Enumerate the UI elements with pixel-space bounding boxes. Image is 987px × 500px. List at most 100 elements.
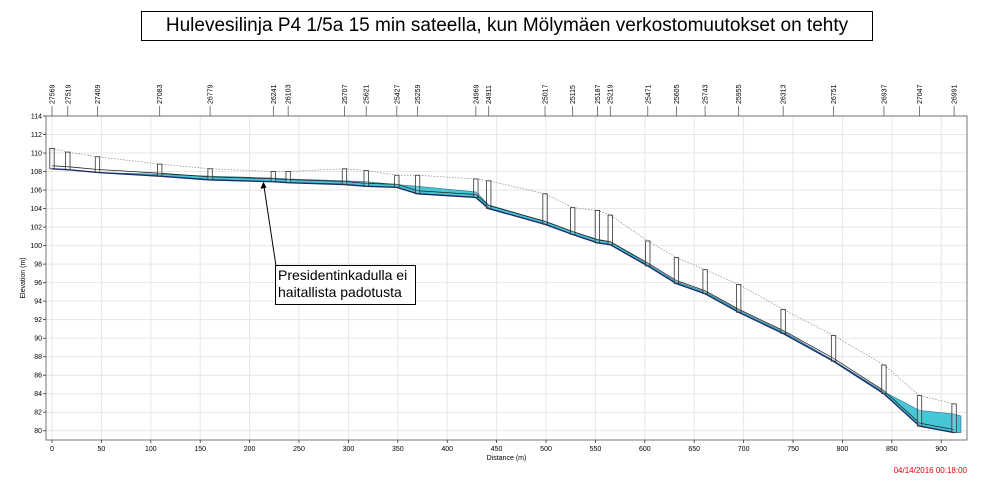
manhole-node	[607, 214, 613, 246]
manhole-node	[270, 171, 276, 183]
x-tick-label: 300	[343, 446, 355, 453]
manhole-nodes	[49, 147, 957, 433]
node-label: 27083	[157, 84, 164, 104]
node-label: 27569	[50, 84, 57, 104]
x-tick-label: 750	[787, 446, 799, 453]
y-tick-label: 84	[34, 391, 42, 398]
y-tick-label: 114	[31, 114, 42, 121]
axes: 80 82 84 86 88 90 92 94 96 98 100 102 104 106 108 110 11…	[20, 114, 968, 462]
y-tick-label: 82	[34, 410, 42, 417]
manhole-node	[542, 193, 548, 225]
node-label: 25955	[736, 84, 743, 104]
ground-line	[51, 148, 955, 405]
manhole-node	[341, 168, 348, 185]
manhole-node	[780, 309, 786, 334]
pipe-invert-series	[51, 148, 955, 434]
manhole-node	[157, 163, 163, 177]
manhole-node	[486, 180, 492, 209]
y-tick-label: 102	[30, 225, 42, 232]
node-label: 26779	[208, 84, 215, 104]
x-tick-label: 500	[540, 446, 552, 453]
y-tick-label: 94	[34, 299, 42, 306]
x-tick-label: 600	[639, 446, 651, 453]
x-tick-label: 800	[837, 446, 849, 453]
manhole-node	[830, 334, 837, 362]
manhole-node	[65, 151, 71, 171]
node-label: 26751	[831, 84, 838, 104]
node-label: 24911	[486, 85, 493, 104]
y-tick-label: 98	[34, 262, 42, 269]
chart-title: Hulevesilinja P4 1/5a 15 min sateella, k…	[141, 11, 873, 41]
x-tick-label: 400	[441, 446, 453, 453]
y-axis-label: Elevation (m)	[20, 257, 27, 298]
node-label: 26241	[271, 84, 278, 104]
node-label: 25259	[415, 84, 422, 104]
annotation-arrow	[260, 181, 277, 267]
manhole-node	[570, 207, 576, 235]
y-tick-label: 100	[30, 243, 42, 250]
y-tick-label: 92	[34, 317, 42, 324]
manhole-node	[207, 168, 213, 181]
manhole-node	[94, 156, 101, 173]
manhole-node	[285, 171, 291, 184]
y-tick-label: 110	[31, 151, 42, 158]
manhole-node	[916, 395, 923, 427]
timestamp: 04/14/2016 00:18:00	[893, 466, 967, 475]
annotation-box: Presidentinkadulla ei haitallista padotu…	[275, 265, 416, 305]
node-label: 25115	[570, 85, 577, 104]
node-label: 27047	[917, 84, 924, 104]
annotation-arrow-head	[260, 181, 267, 189]
x-tick-label: 650	[688, 446, 700, 453]
x-tick-label: 50	[98, 446, 106, 453]
y-tick-label: 88	[34, 354, 42, 361]
node-label: 25621	[364, 84, 371, 104]
manhole-node	[49, 147, 55, 170]
invert-line	[51, 168, 955, 434]
node-label: 26103	[286, 84, 293, 104]
node-label: 25427	[394, 84, 401, 104]
y-tick-label: 96	[34, 280, 42, 287]
x-tick-label: 200	[244, 446, 256, 453]
x-tick-label: 550	[590, 446, 602, 453]
y-tick-label: 106	[30, 188, 42, 195]
node-label: 25219	[608, 84, 615, 104]
node-label: 27409	[95, 84, 102, 104]
x-tick-label: 0	[50, 446, 54, 453]
annotation-arrow-line	[262, 182, 277, 267]
manhole-node	[394, 174, 400, 188]
x-tick-label: 350	[392, 446, 404, 453]
grid	[46, 115, 967, 440]
node-label: 24969	[473, 84, 480, 104]
node-label: 25471	[645, 84, 652, 104]
crown-line	[51, 165, 955, 430]
node-label: 25605	[674, 84, 681, 104]
node-label: 26991	[952, 84, 959, 104]
y-tick-label: 90	[34, 336, 42, 343]
node-label: 25743	[703, 84, 710, 104]
x-tick-label: 250	[293, 446, 305, 453]
manhole-node	[702, 269, 708, 295]
node-label: 25707	[342, 84, 349, 104]
manhole-node	[594, 210, 601, 244]
y-tick-label: 112	[31, 132, 42, 139]
x-tick-label: 850	[886, 446, 898, 453]
node-label: 25017	[543, 84, 550, 104]
x-tick-label: 150	[194, 446, 206, 453]
y-tick-label: 86	[34, 373, 42, 380]
manhole-node	[473, 178, 479, 198]
manhole-node	[673, 257, 680, 284]
manhole-node	[414, 174, 421, 195]
y-tick-label: 108	[30, 169, 42, 176]
manhole-node	[363, 170, 369, 187]
x-tick-label: 700	[738, 446, 750, 453]
x-tick-label: 450	[491, 446, 503, 453]
node-label: 26937	[881, 84, 888, 104]
plot-frame	[45, 115, 968, 441]
x-tick-label: 900	[935, 446, 947, 453]
x-axis-label: Distance (m)	[487, 455, 527, 462]
y-tick-label: 80	[34, 428, 42, 435]
x-tick-label: 100	[145, 446, 157, 453]
node-label: 27519	[65, 84, 72, 104]
annotation-line-2: haitallista padotusta	[278, 284, 402, 300]
